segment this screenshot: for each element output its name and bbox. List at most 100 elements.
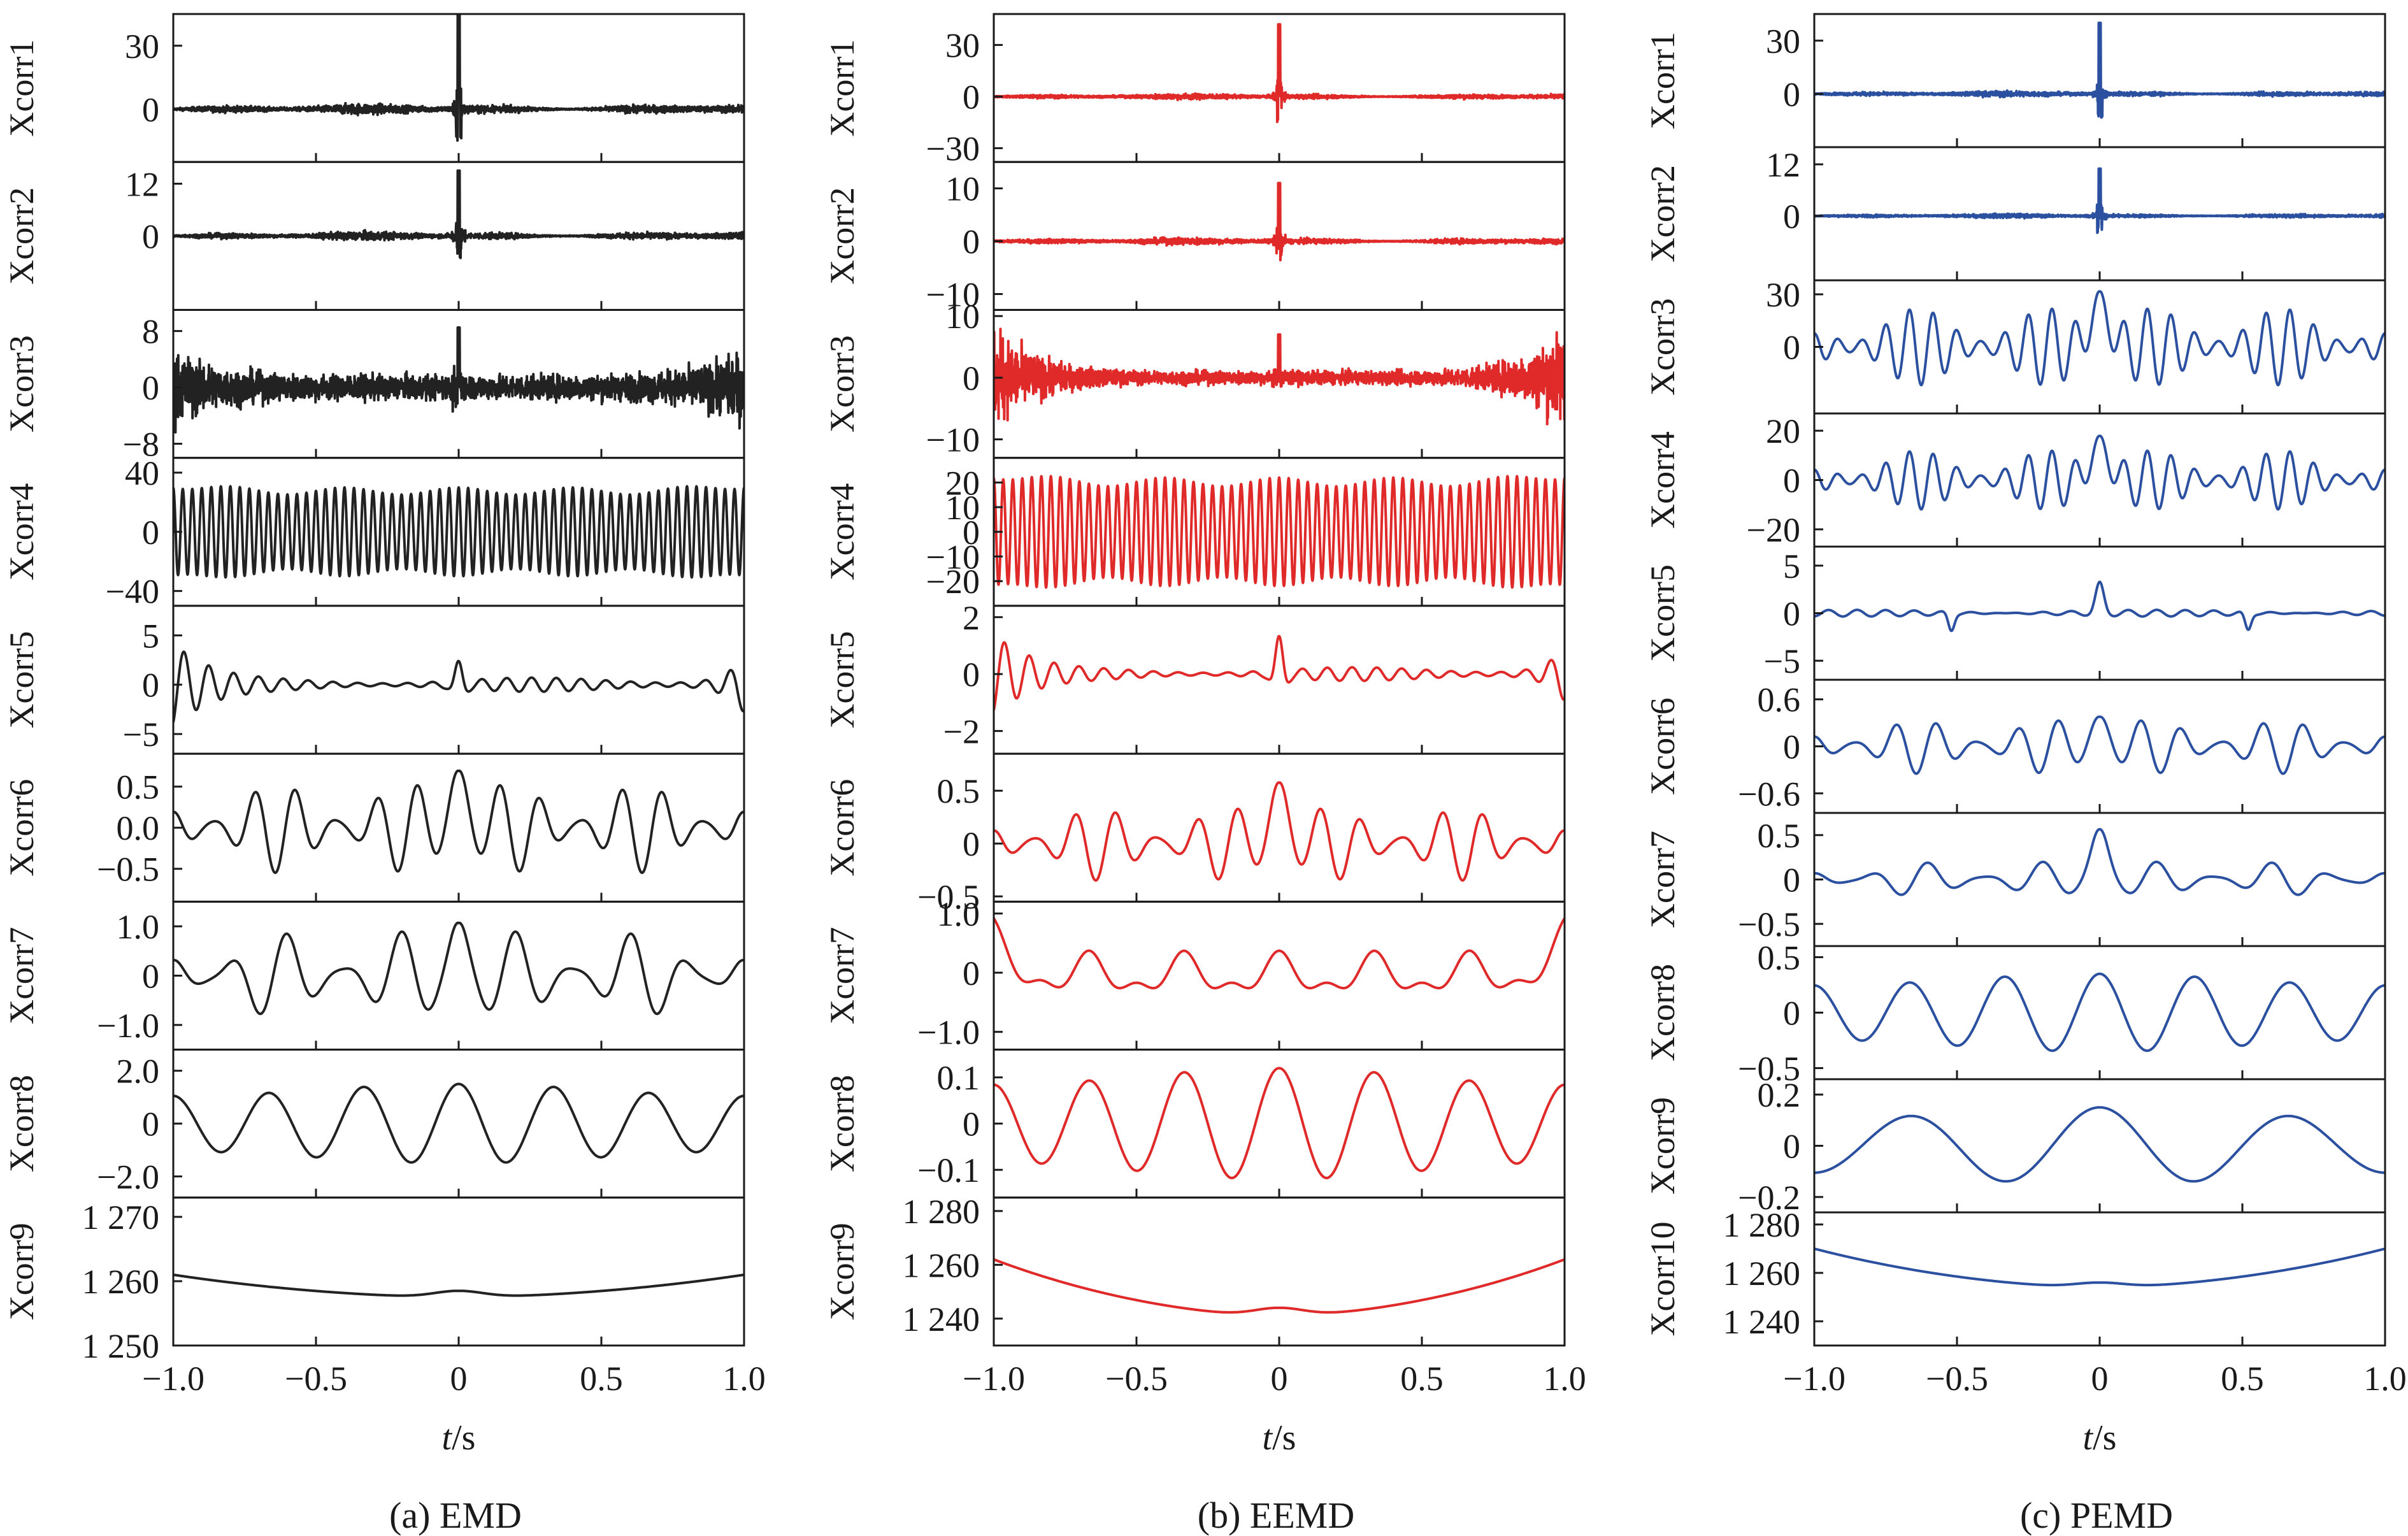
subplot-xcorr5: −5 0 5 Xcorr5 <box>3 605 745 755</box>
y-axis-label: Xcorr6 <box>1644 698 1682 795</box>
panel-1: 0 30 Xcorr1 0 12 Xcorr2 −8 0 8 Xcorr3 −40 0 40 Xcorr4… <box>3 13 766 1536</box>
x-tick-label: −1.0 <box>963 1360 1025 1398</box>
y-axis-label: Xcorr10 <box>1644 1222 1682 1337</box>
y-tick-label: 1 270 <box>82 1198 160 1237</box>
y-tick-label: 10 <box>945 489 980 527</box>
y-tick-label: −0.1 <box>917 1151 980 1189</box>
subplot-xcorr4: −40 0 40 Xcorr4 <box>3 454 745 611</box>
y-tick-label: 12 <box>1766 146 1800 184</box>
x-tick-label: 0.5 <box>2221 1360 2264 1398</box>
series-line <box>173 326 744 434</box>
panel-caption: (b) EEMD <box>1198 1495 1354 1536</box>
y-tick-label: 0.5 <box>1758 817 1801 855</box>
x-axis-label-unit: /s <box>452 1418 475 1458</box>
panel-caption: (a) EMD <box>389 1495 522 1536</box>
y-tick-label: 0 <box>142 1105 159 1144</box>
subplot-xcorr2: 0 12 Xcorr2 <box>3 161 745 311</box>
y-tick-label: 0.2 <box>1758 1076 1801 1114</box>
y-tick-label: −0.5 <box>1738 1050 1800 1088</box>
y-tick-label: −0.2 <box>1738 1179 1800 1217</box>
series-line <box>1814 828 2385 896</box>
y-tick-label: 1.0 <box>117 908 160 946</box>
x-tick-label: 0 <box>450 1360 468 1398</box>
y-axis-label: Xcorr7 <box>823 927 861 1024</box>
subplot-xcorr5: −2 0 2 Xcorr5 <box>823 599 1566 755</box>
subplot-xcorr1: 0 30 Xcorr1 <box>3 13 745 163</box>
y-tick-label: 10 <box>945 298 980 336</box>
y-tick-label: 0 <box>142 666 159 705</box>
y-axis-label: Xcorr2 <box>823 187 861 285</box>
y-axis-label: Xcorr3 <box>823 335 861 433</box>
subplot-xcorr1: −30 0 30 Xcorr1 <box>823 13 1566 168</box>
x-tick-label: 0.5 <box>1400 1360 1444 1398</box>
subplot-xcorr8: −0.5 0 0.5 Xcorr8 <box>1644 938 2386 1088</box>
x-tick-label: 0 <box>1271 1360 1288 1398</box>
x-tick-label: −1.0 <box>142 1360 204 1398</box>
y-tick-label: −0.5 <box>97 851 159 889</box>
y-tick-label: 0 <box>1783 1128 1800 1166</box>
subplot-frame <box>993 1049 1566 1199</box>
y-axis-label: Xcorr7 <box>3 927 41 1024</box>
y-tick-label: −8 <box>123 426 159 464</box>
y-tick-label: 1 260 <box>1723 1254 1801 1293</box>
y-tick-label: 2 <box>963 599 980 637</box>
series-line <box>1814 1247 2385 1287</box>
subplot-frame <box>172 605 745 755</box>
series-line <box>173 1082 744 1164</box>
y-tick-label: 0 <box>963 825 980 863</box>
y-axis-label: Xcorr9 <box>3 1223 41 1320</box>
y-axis-label: Xcorr6 <box>3 779 41 877</box>
series-line <box>994 23 1565 124</box>
y-tick-label: −1.0 <box>97 1007 159 1045</box>
subplot-xcorr9: 1 240 1 260 1 280 Xcorr9 <box>823 1193 1566 1347</box>
y-tick-label: 8 <box>142 313 159 351</box>
y-tick-label: −5 <box>123 715 159 754</box>
y-tick-label: 0.5 <box>1758 938 1801 977</box>
subplot-xcorr1: 0 30 Xcorr1 <box>1644 13 2386 148</box>
subplot-xcorr8: −0.1 0 0.1 Xcorr8 <box>823 1049 1566 1199</box>
y-tick-label: −40 <box>106 573 159 611</box>
series-line <box>1814 290 2385 387</box>
subplot-frame <box>172 1049 745 1199</box>
y-tick-label: 0 <box>142 957 159 995</box>
y-tick-label: 0 <box>963 1105 980 1144</box>
y-tick-label: 0 <box>963 656 980 694</box>
series-line <box>1814 21 2385 119</box>
y-tick-label: 20 <box>1766 412 1800 450</box>
y-axis-label: Xcorr4 <box>1644 431 1682 529</box>
x-tick-label: −0.5 <box>285 1360 347 1398</box>
series-line <box>1814 580 2385 633</box>
series-line <box>1814 167 2385 234</box>
series-line <box>173 921 744 1016</box>
y-axis-label: Xcorr1 <box>823 39 861 137</box>
x-tick-label: 0.5 <box>580 1360 623 1398</box>
subplot-xcorr3: −10 0 10 Xcorr3 <box>823 298 1566 459</box>
y-tick-label: 10 <box>945 170 980 208</box>
y-tick-label: 30 <box>125 27 159 66</box>
panel-2: −30030Xcorr1−10010Xcorr2−10010Xcorr3−20−… <box>823 13 1586 1536</box>
y-axis-label: Xcorr1 <box>3 39 41 137</box>
y-tick-label: 1 240 <box>1723 1303 1801 1341</box>
y-tick-label: 0 <box>1783 329 1800 367</box>
series-line <box>173 169 744 259</box>
series-line <box>994 1066 1565 1179</box>
subplot-xcorr7: −1.0 0 1.0 Xcorr7 <box>3 900 745 1051</box>
x-tick-label: −0.5 <box>1105 1360 1168 1398</box>
y-tick-label: −20 <box>1747 511 1800 549</box>
y-tick-label: 2.0 <box>117 1052 160 1091</box>
y-tick-label: −10 <box>926 276 980 314</box>
y-tick-label: 1.0 <box>937 895 980 933</box>
y-tick-label: 0.5 <box>117 768 160 807</box>
y-tick-label: 1 260 <box>82 1263 160 1301</box>
y-tick-label: 0 <box>142 217 159 255</box>
series-line <box>994 1258 1565 1314</box>
y-tick-label: 40 <box>125 454 159 492</box>
subplot-frame <box>1813 812 2386 947</box>
x-tick-label: 1.0 <box>1543 1360 1586 1398</box>
y-tick-label: 0 <box>963 954 980 993</box>
subplot-xcorr7: −1.0 0 1.0 Xcorr7 <box>823 895 1566 1052</box>
series-line <box>173 14 744 142</box>
y-tick-label: −10 <box>926 538 980 576</box>
y-axis-label: Xcorr9 <box>823 1223 861 1320</box>
